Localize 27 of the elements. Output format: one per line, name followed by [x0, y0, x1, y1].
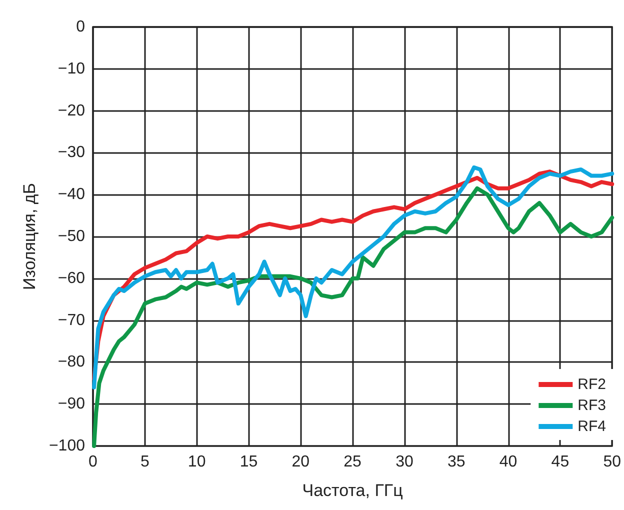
- legend-label: RF2: [578, 376, 606, 393]
- x-tick-label: 5: [140, 454, 150, 470]
- x-tick-label: 40: [499, 454, 518, 470]
- x-tick-label: 45: [551, 454, 570, 470]
- x-tick-label: 35: [447, 454, 466, 470]
- x-tick-label: 10: [188, 454, 206, 470]
- x-tick-label: 0: [88, 454, 98, 470]
- x-tick-label: 50: [603, 454, 622, 470]
- y-tick-label: −40: [58, 186, 86, 204]
- x-tick-label: 20: [292, 454, 310, 470]
- y-tick-label: −50: [58, 228, 86, 245]
- y-tick-label: −70: [58, 312, 86, 329]
- y-tick-label: −100: [48, 438, 86, 454]
- y-tick-label: 0: [76, 18, 86, 36]
- legend-label: RF3: [578, 397, 606, 414]
- x-axis-title: Частота, ГГц: [302, 481, 404, 500]
- y-tick-label: −20: [58, 102, 86, 120]
- y-axis-title: Изоляция, дБ: [20, 183, 39, 290]
- y-tick-label: −30: [58, 144, 86, 162]
- y-tick-label: −80: [58, 354, 86, 371]
- y-tick-label: −60: [58, 270, 86, 287]
- x-tick-label: 15: [240, 454, 258, 470]
- y-tick-label: −90: [58, 396, 86, 413]
- x-tick-label: 25: [344, 454, 362, 470]
- legend-label: RF4: [578, 418, 606, 435]
- y-tick-label: −10: [58, 60, 86, 78]
- x-tick-label: 30: [396, 454, 414, 470]
